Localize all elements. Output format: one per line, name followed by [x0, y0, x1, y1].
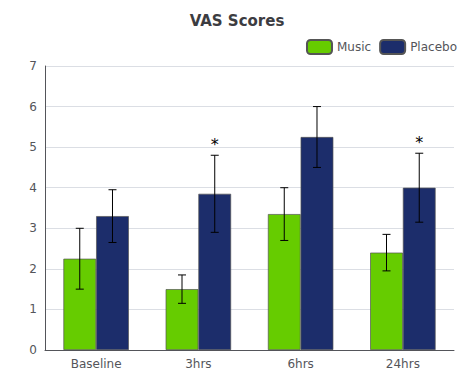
svg-text:VAS Scores: VAS Scores: [190, 12, 285, 30]
svg-text:6hrs: 6hrs: [287, 357, 313, 371]
svg-text:*: *: [211, 135, 219, 154]
svg-text:0: 0: [29, 343, 37, 357]
svg-text:*: *: [415, 133, 423, 152]
svg-text:Baseline: Baseline: [71, 357, 122, 371]
svg-text:5: 5: [29, 140, 37, 154]
svg-text:Music: Music: [337, 40, 371, 54]
svg-text:3: 3: [29, 221, 37, 235]
svg-text:7: 7: [29, 59, 37, 73]
svg-text:Placebo: Placebo: [410, 40, 457, 54]
svg-text:4: 4: [29, 181, 37, 195]
svg-text:24hrs: 24hrs: [386, 357, 420, 371]
svg-text:1: 1: [29, 302, 37, 316]
svg-text:6: 6: [29, 100, 37, 114]
svg-text:2: 2: [29, 262, 37, 276]
svg-text:3hrs: 3hrs: [185, 357, 211, 371]
